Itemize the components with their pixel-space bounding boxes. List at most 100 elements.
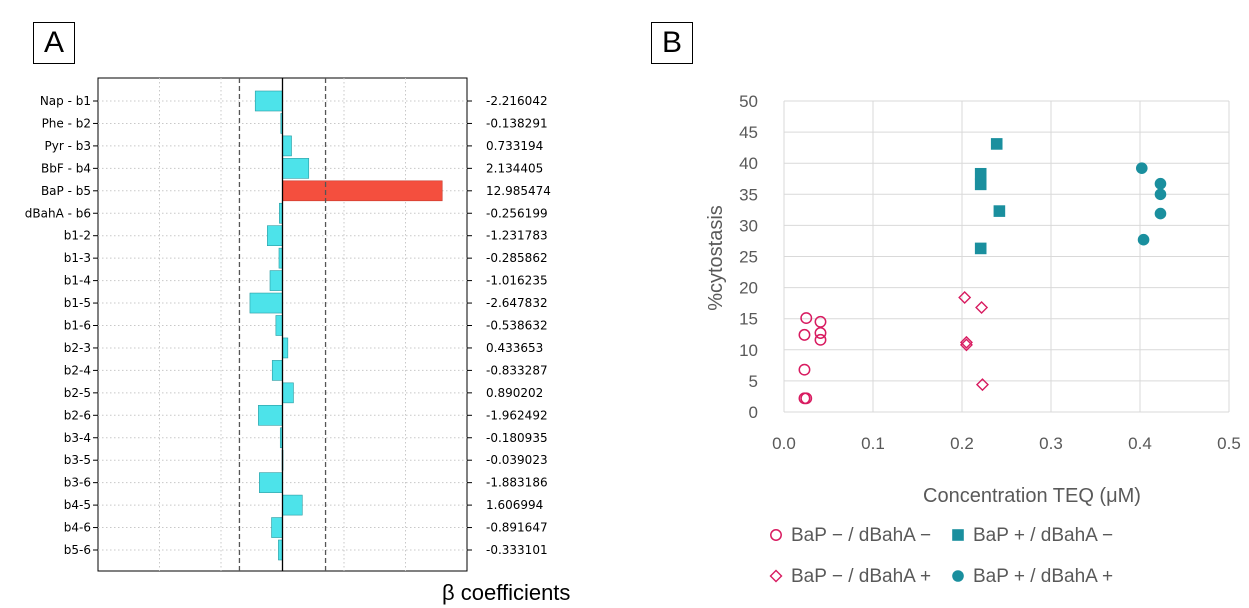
legend: BaP − / dBahA − BaP + / dBahA − BaP − / dB… bbox=[769, 525, 1113, 587]
data-point-series-1 bbox=[814, 327, 827, 339]
bar-b2-4 bbox=[271, 360, 283, 381]
data-point-series-1 bbox=[798, 328, 811, 341]
legend-marker bbox=[952, 570, 964, 582]
row-labels: Nap - b1 Phe - b2 Pyr - b3 BbF - b4 BaP - b5… bbox=[25, 94, 98, 557]
value-label: -0.538632 bbox=[486, 319, 548, 333]
x-tick-label: 0.1 bbox=[861, 434, 885, 453]
value-label: -0.180935 bbox=[486, 431, 548, 445]
value-label: 12.985474 bbox=[486, 184, 551, 198]
plot-b-points bbox=[798, 138, 1167, 405]
value-label: -0.138291 bbox=[486, 116, 548, 130]
row-label: b1-2 bbox=[64, 229, 91, 243]
row-label: Nap - b1 bbox=[40, 94, 91, 108]
legend-marker bbox=[770, 529, 782, 541]
x-axis-title-b: Concentration TEQ (μM) bbox=[923, 485, 1141, 507]
data-point-series-1 bbox=[814, 315, 827, 328]
bar-b2-3 bbox=[282, 337, 289, 359]
bar-bbf-b4 bbox=[282, 158, 310, 179]
y-tick-label: 30 bbox=[739, 216, 758, 235]
value-label: -1.962492 bbox=[486, 408, 548, 422]
value-label: -1.883186 bbox=[486, 476, 548, 490]
row-label: b2-3 bbox=[64, 341, 91, 355]
bar-b3-6 bbox=[259, 472, 283, 493]
y-tick-label: 5 bbox=[749, 372, 758, 391]
value-label: -1.016235 bbox=[486, 274, 548, 288]
y-tick-label: 15 bbox=[739, 310, 758, 329]
y-tick-label: 50 bbox=[739, 92, 758, 111]
panel-a-label: A bbox=[33, 22, 75, 64]
bar-b1-2 bbox=[267, 225, 283, 246]
row-label: Pyr - b3 bbox=[45, 139, 91, 153]
data-point-series-1 bbox=[798, 392, 811, 405]
bar-b2-6 bbox=[258, 404, 283, 426]
y-axis-title-b: %cytostasis bbox=[705, 205, 727, 311]
y-tick-label: 40 bbox=[739, 154, 758, 173]
data-point-series-2 bbox=[993, 205, 1006, 217]
x-tick-label: 0.3 bbox=[1039, 434, 1063, 453]
row-label: b1-6 bbox=[64, 319, 91, 333]
x-axis-title-a: β coefficients bbox=[442, 580, 570, 605]
row-label: b1-4 bbox=[64, 274, 91, 288]
legend-label: BaP + / dBahA + bbox=[973, 566, 1113, 587]
data-point-series-1 bbox=[798, 363, 811, 376]
bar-b1-4 bbox=[269, 270, 283, 291]
data-point-series-2 bbox=[990, 138, 1003, 150]
x-tick-label: 0.5 bbox=[1217, 434, 1241, 453]
value-label: -0.891647 bbox=[486, 521, 548, 535]
plot-a-bars bbox=[249, 90, 443, 561]
row-label: BbF - b4 bbox=[41, 161, 91, 175]
row-label: b1-3 bbox=[64, 251, 91, 265]
row-label: b2-6 bbox=[64, 408, 91, 422]
data-point-series-1 bbox=[800, 312, 813, 325]
legend-label: BaP + / dBahA − bbox=[973, 525, 1113, 546]
legend-label: BaP − / dBahA + bbox=[791, 566, 931, 587]
bar-nap-b1 bbox=[254, 90, 283, 112]
value-label: -0.333101 bbox=[486, 543, 548, 557]
data-point-series-2 bbox=[974, 178, 987, 191]
x-tick-label: 0.0 bbox=[772, 434, 796, 453]
data-point-series-1 bbox=[814, 333, 827, 346]
row-label: b1-5 bbox=[64, 296, 91, 310]
legend-marker bbox=[769, 569, 783, 583]
row-label: b3-6 bbox=[64, 476, 91, 490]
legend-marker bbox=[952, 529, 964, 541]
plot-a-reference-lines bbox=[238, 78, 327, 571]
x-tick-label: 0.4 bbox=[1128, 434, 1152, 453]
value-label: -0.256199 bbox=[486, 206, 548, 220]
plot-b-ticks: 0 5 10 15 20 25 30 35 40 45 50 0.0 0.1 0.2 0.3 0.4 0.5 bbox=[739, 92, 1241, 453]
bar-pyr-b3 bbox=[282, 135, 292, 157]
row-label: b2-5 bbox=[64, 386, 91, 400]
row-label: dBahA - b6 bbox=[25, 206, 91, 220]
value-label: 0.433653 bbox=[486, 341, 543, 355]
value-label: -0.833287 bbox=[486, 363, 548, 377]
bar-b1-5 bbox=[249, 292, 283, 314]
value-label: -1.231783 bbox=[486, 229, 548, 243]
value-labels: -2.216042 -0.138291 0.733194 2.134405 12.985… bbox=[467, 94, 551, 557]
y-tick-label: 25 bbox=[739, 248, 758, 267]
data-point-series-4 bbox=[1154, 188, 1167, 201]
data-point-series-3 bbox=[975, 301, 989, 314]
value-label: 0.733194 bbox=[486, 139, 543, 153]
y-tick-label: 10 bbox=[739, 341, 758, 360]
row-label: b3-4 bbox=[64, 431, 91, 445]
value-label: -0.285862 bbox=[486, 251, 548, 265]
value-label: 0.890202 bbox=[486, 386, 543, 400]
legend-label: BaP − / dBahA − bbox=[791, 525, 931, 546]
data-point-series-1 bbox=[800, 392, 813, 405]
bar-bap-b5 bbox=[282, 180, 443, 202]
beta-coefficients-chart: Nap - b1 Phe - b2 Pyr - b3 BbF - b4 BaP - b5… bbox=[25, 77, 570, 605]
y-tick-label: 45 bbox=[739, 123, 758, 142]
value-label: 2.134405 bbox=[486, 161, 543, 175]
bar-b4-5 bbox=[282, 494, 303, 516]
panel-b-label: B bbox=[651, 22, 693, 64]
x-tick-label: 0.2 bbox=[950, 434, 974, 453]
bar-b1-6 bbox=[275, 315, 283, 336]
row-label: b4-6 bbox=[64, 521, 91, 535]
data-point-series-4 bbox=[1154, 177, 1167, 190]
bar-b2-5 bbox=[282, 382, 294, 404]
data-point-series-3 bbox=[958, 291, 972, 305]
data-point-series-2 bbox=[974, 167, 987, 180]
data-point-series-4 bbox=[1137, 233, 1150, 246]
value-label: -2.647832 bbox=[486, 296, 548, 310]
data-point-series-4 bbox=[1135, 162, 1148, 174]
